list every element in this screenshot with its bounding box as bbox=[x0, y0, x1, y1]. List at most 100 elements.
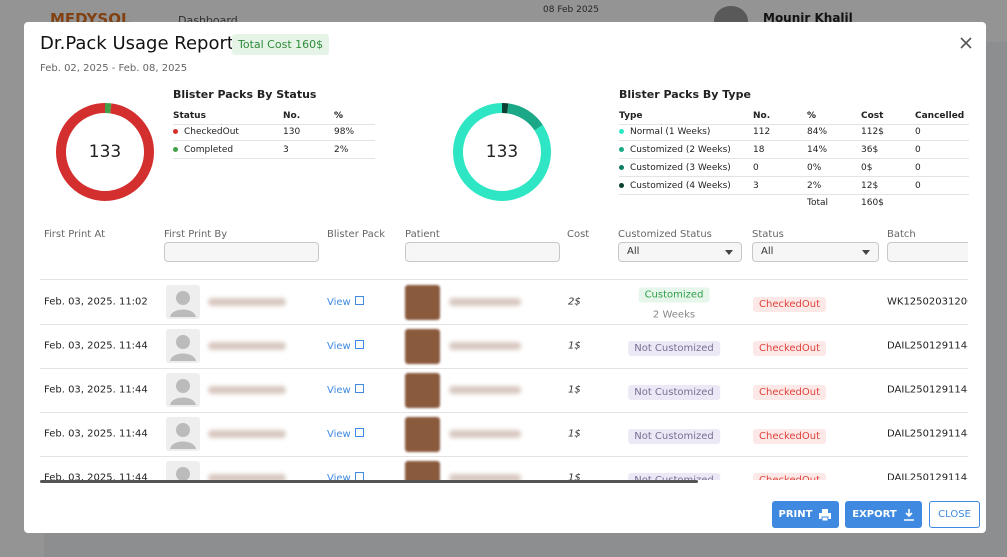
blurred-name bbox=[449, 386, 521, 394]
view-link[interactable]: View bbox=[327, 472, 364, 480]
donut-segment bbox=[453, 103, 551, 201]
cell-count: 112 bbox=[753, 127, 771, 137]
column-header: Status bbox=[173, 111, 206, 121]
cell-percent: 98% bbox=[334, 127, 355, 137]
legend-dot bbox=[173, 129, 178, 134]
cost: 1$ bbox=[568, 340, 581, 352]
patient-photo bbox=[405, 461, 440, 480]
avatar-icon bbox=[170, 379, 196, 405]
usage-table: First Print At First Print By Blister Pack… bbox=[40, 222, 968, 480]
select-value: All bbox=[761, 246, 774, 257]
user-avatar bbox=[166, 373, 200, 407]
first-print-at: Feb. 03, 2025. 11:44 bbox=[44, 428, 148, 440]
close-button[interactable]: CLOSE bbox=[929, 501, 980, 528]
filter-input[interactable] bbox=[405, 242, 560, 262]
total-cost-badge: Total Cost 160$ bbox=[232, 34, 330, 55]
avatar-icon bbox=[170, 423, 196, 449]
close-label: CLOSE bbox=[938, 509, 971, 520]
blurred-name bbox=[208, 342, 286, 350]
user-avatar bbox=[166, 285, 200, 319]
cell-cost: 12$ bbox=[861, 181, 879, 191]
cell-cancelled: 0 bbox=[915, 127, 921, 137]
user-avatar bbox=[166, 329, 200, 363]
legend-dot bbox=[619, 129, 624, 134]
view-label: View bbox=[327, 341, 351, 352]
select-arrow bbox=[862, 250, 870, 259]
column-header: Blister Pack bbox=[327, 229, 385, 240]
cost: 1$ bbox=[568, 428, 581, 440]
blurred-name bbox=[449, 342, 521, 350]
legend-dot bbox=[619, 147, 624, 152]
external-icon bbox=[354, 384, 364, 393]
status-chip: CheckedOut bbox=[753, 297, 827, 312]
customized-status: Not Customized bbox=[628, 424, 720, 444]
filter-input[interactable] bbox=[887, 242, 968, 262]
blurred-name bbox=[208, 430, 286, 438]
column-header: First Print At bbox=[44, 229, 105, 240]
date-range: Feb. 02, 2025 - Feb. 08, 2025 bbox=[40, 63, 188, 74]
column-header: Batch bbox=[887, 229, 916, 240]
view-label: View bbox=[327, 297, 351, 308]
first-print-at: Feb. 03, 2025. 11:02 bbox=[44, 296, 148, 308]
status-chip: CheckedOut bbox=[753, 429, 827, 444]
view-label: View bbox=[327, 385, 351, 396]
column-header: First Print By bbox=[164, 229, 228, 240]
batch: WK125020312003 bbox=[887, 296, 968, 308]
view-link[interactable]: View bbox=[327, 428, 364, 440]
cell-count: 18 bbox=[753, 145, 765, 155]
cell-percent: 14% bbox=[807, 145, 828, 155]
blurred-name bbox=[208, 298, 286, 306]
batch: DAIL25012911482 bbox=[887, 340, 968, 352]
row-divider bbox=[619, 140, 969, 141]
view-link[interactable]: View bbox=[327, 384, 364, 396]
select-arrow bbox=[725, 250, 733, 259]
avatar-icon bbox=[170, 335, 196, 361]
view-link[interactable]: View bbox=[327, 296, 364, 308]
header-date: 08 Feb 2025 bbox=[543, 5, 600, 15]
cost: 1$ bbox=[568, 384, 581, 396]
external-icon bbox=[354, 340, 364, 349]
table-row: Feb. 03, 2025. 11:44 View 1$ Not Customized… bbox=[40, 324, 968, 369]
status: CheckedOut bbox=[753, 380, 827, 400]
table-row: Feb. 03, 2025. 11:02 View 2$ Customized 2 We… bbox=[40, 280, 968, 325]
status-title: Blister Packs By Status bbox=[173, 88, 317, 101]
batch: DAIL25012911482 bbox=[887, 384, 968, 396]
close-icon[interactable] bbox=[959, 36, 973, 50]
table-row: Feb. 03, 2025. 11:44 View 1$ Not Customized… bbox=[40, 368, 968, 413]
legend-cell: Customized (2 Weeks) bbox=[619, 145, 731, 155]
status-total: 133 bbox=[88, 142, 122, 162]
cell-percent: 2% bbox=[334, 145, 349, 155]
row-divider bbox=[173, 158, 375, 159]
cell-percent: 0% bbox=[807, 163, 822, 173]
customized-chip: Not Customized bbox=[628, 429, 720, 444]
export-button[interactable]: EXPORT bbox=[845, 501, 922, 528]
row-divider bbox=[619, 158, 969, 159]
column-header: % bbox=[334, 111, 344, 121]
column-header: Cancelled bbox=[915, 111, 965, 121]
cell-count: 130 bbox=[283, 127, 301, 137]
column-header: Patient bbox=[405, 229, 440, 240]
export-label: EXPORT bbox=[852, 509, 897, 520]
customized-detail: 2 Weeks bbox=[652, 309, 696, 321]
print-button[interactable]: PRINT bbox=[772, 501, 839, 528]
view-link[interactable]: View bbox=[327, 340, 364, 352]
customized-chip: Not Customized bbox=[628, 385, 720, 400]
first-print-at: Feb. 03, 2025. 11:44 bbox=[44, 472, 148, 481]
row-divider bbox=[173, 140, 375, 141]
customized-chip: Customized bbox=[638, 287, 710, 303]
scrollbar[interactable] bbox=[40, 480, 698, 483]
blurred-name bbox=[208, 474, 286, 480]
patient-photo bbox=[405, 417, 440, 452]
row-divider bbox=[619, 194, 969, 195]
column-header: No. bbox=[283, 111, 301, 121]
avatar-icon bbox=[176, 467, 190, 480]
user-avatar bbox=[166, 417, 200, 451]
cell-cancelled: 0 bbox=[915, 181, 921, 191]
batch: DAIL25012911482 bbox=[887, 428, 968, 440]
filter-select[interactable]: All bbox=[752, 242, 879, 262]
customized-status: Not Customized bbox=[628, 380, 720, 400]
filter-input[interactable] bbox=[164, 242, 319, 262]
donut-segment bbox=[56, 103, 154, 201]
filter-select[interactable]: All bbox=[618, 242, 742, 262]
